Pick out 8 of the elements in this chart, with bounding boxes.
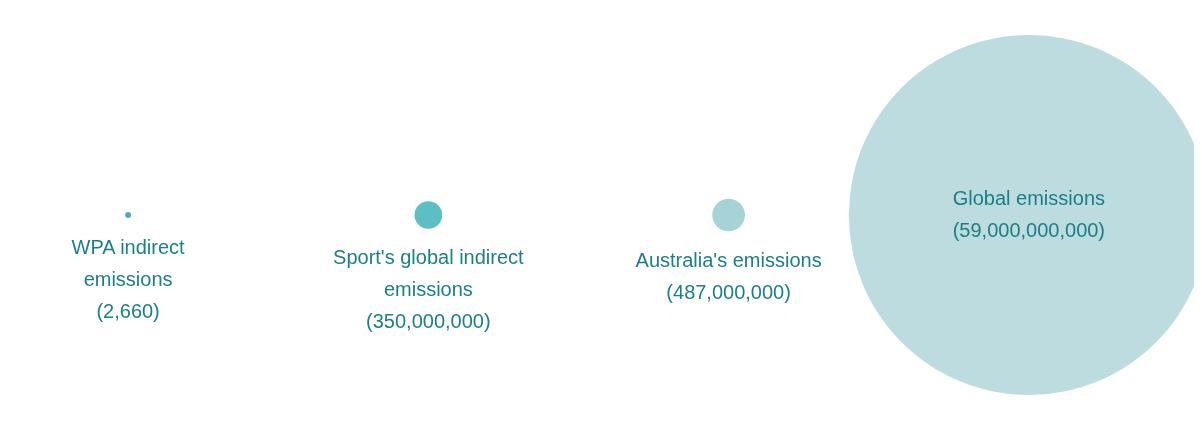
data-label: (59,000,000,000) xyxy=(952,218,1106,241)
data-label: (487,000,000) xyxy=(666,280,791,303)
category-label: Australia's emissions xyxy=(635,248,822,271)
data-label: (2,660) xyxy=(96,299,160,322)
category-label: WPA indirect emissions xyxy=(71,235,186,290)
category-label: Global emissions xyxy=(952,186,1106,209)
data-label: (350,000,000) xyxy=(366,310,491,333)
category-label: Sport's global indirect emissions xyxy=(333,246,525,301)
